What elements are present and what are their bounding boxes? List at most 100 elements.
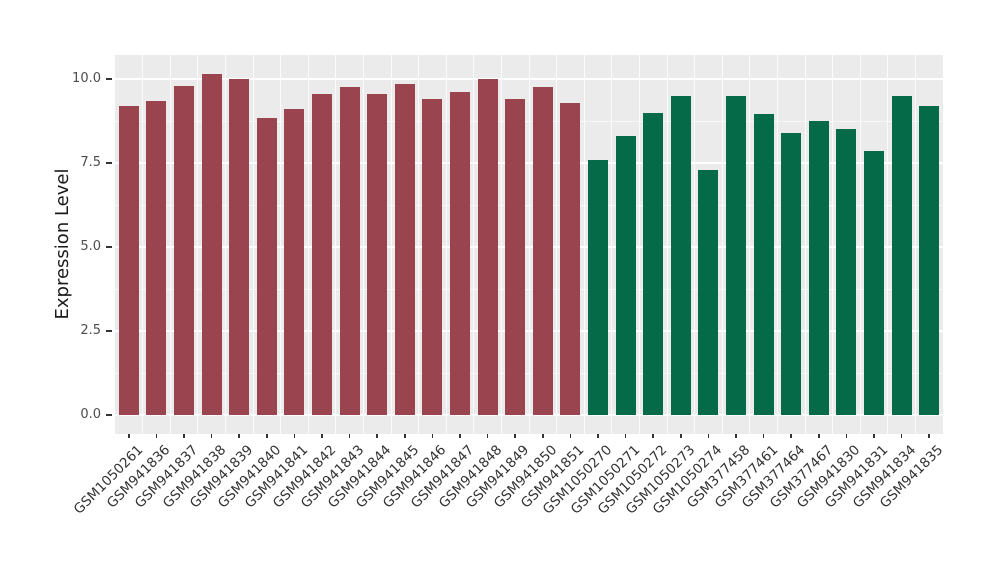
y-tick-mark [106, 330, 112, 332]
x-tick-mark [928, 434, 930, 438]
y-tick-mark [106, 78, 112, 80]
x-tick-mark [238, 434, 240, 438]
gridline-x [197, 55, 199, 434]
bar [339, 87, 360, 415]
y-tick-label: 10.0 [72, 71, 101, 86]
bar [394, 84, 415, 415]
x-tick-mark [431, 434, 434, 438]
x-tick-mark [762, 434, 765, 438]
gridline-x [307, 55, 309, 434]
gridline-x [528, 55, 530, 434]
bar [450, 92, 470, 415]
bar [560, 102, 581, 415]
bar [753, 114, 774, 415]
gridline-x [142, 55, 144, 434]
gridline-x [749, 55, 751, 434]
gridline-x [638, 55, 640, 434]
gridline-x [418, 55, 420, 434]
bar [477, 79, 498, 415]
gridline-x [335, 55, 337, 434]
gridline-x [280, 55, 282, 434]
gridline-x [362, 55, 364, 434]
gridline-x [390, 55, 392, 434]
x-tick-mark [348, 434, 351, 438]
x-tick-mark [514, 434, 516, 438]
gridline-x [666, 55, 668, 434]
gridline-x [887, 55, 889, 434]
x-tick-mark [680, 434, 682, 438]
bar [312, 94, 332, 415]
x-tick-mark [486, 434, 489, 438]
y-tick-mark [106, 162, 112, 164]
y-tick-label: 2.5 [80, 323, 101, 338]
x-tick-mark [845, 434, 848, 438]
gridline-x [583, 55, 585, 434]
gridline-x [832, 55, 834, 434]
gridline-x [776, 55, 778, 434]
x-tick-mark [404, 434, 406, 438]
gridline-x [445, 55, 447, 434]
bar [367, 94, 388, 415]
plot-panel [115, 55, 943, 434]
x-tick-mark [597, 434, 599, 438]
x-tick-mark [210, 434, 213, 438]
x-tick-mark [707, 434, 710, 438]
gridline-x [859, 55, 861, 434]
bar [808, 121, 829, 415]
bar [615, 136, 636, 415]
bar [118, 105, 139, 415]
x-tick-mark [542, 434, 544, 438]
x-tick-mark [873, 434, 875, 438]
bar [532, 87, 553, 415]
y-tick-mark [106, 414, 112, 416]
bar [174, 85, 194, 415]
bar [588, 159, 608, 415]
bar [284, 109, 305, 415]
y-tick-mark [106, 246, 112, 248]
gridline-x [473, 55, 475, 434]
bar [146, 100, 167, 415]
bar [643, 112, 664, 415]
bar [229, 79, 250, 415]
bar [864, 151, 884, 415]
x-tick-mark [293, 434, 296, 438]
gridline-x [224, 55, 226, 434]
x-tick-mark [155, 434, 158, 438]
gridline-x [252, 55, 254, 434]
bar [698, 169, 719, 415]
x-tick-mark [459, 434, 461, 438]
bar [422, 99, 443, 415]
bar [201, 73, 222, 415]
gridline-x [694, 55, 696, 434]
gridline-x [611, 55, 613, 434]
bar [781, 132, 802, 415]
bar [256, 117, 277, 415]
bar [670, 95, 691, 415]
y-tick-label: 7.5 [80, 155, 101, 170]
gridline-x [914, 55, 916, 434]
x-tick-mark [624, 434, 627, 438]
x-tick-mark [652, 434, 654, 438]
x-tick-mark [183, 434, 185, 438]
y-tick-label: 0.0 [80, 407, 101, 422]
x-tick-mark [376, 434, 378, 438]
bar [891, 95, 912, 415]
bar [836, 129, 857, 415]
gridline-x [721, 55, 723, 434]
x-tick-mark [790, 434, 792, 438]
x-tick-mark [321, 434, 323, 438]
gridline-x [556, 55, 558, 434]
gridline-x [169, 55, 171, 434]
gridline-x [804, 55, 806, 434]
bar [919, 105, 940, 415]
x-tick-mark [735, 434, 737, 438]
x-tick-mark [569, 434, 572, 438]
bar [726, 95, 746, 415]
gridline-x [500, 55, 502, 434]
x-tick-mark [266, 434, 268, 438]
y-tick-label: 5.0 [80, 239, 101, 254]
x-tick-mark [128, 434, 130, 438]
bar [505, 99, 526, 415]
x-tick-mark [900, 434, 903, 438]
